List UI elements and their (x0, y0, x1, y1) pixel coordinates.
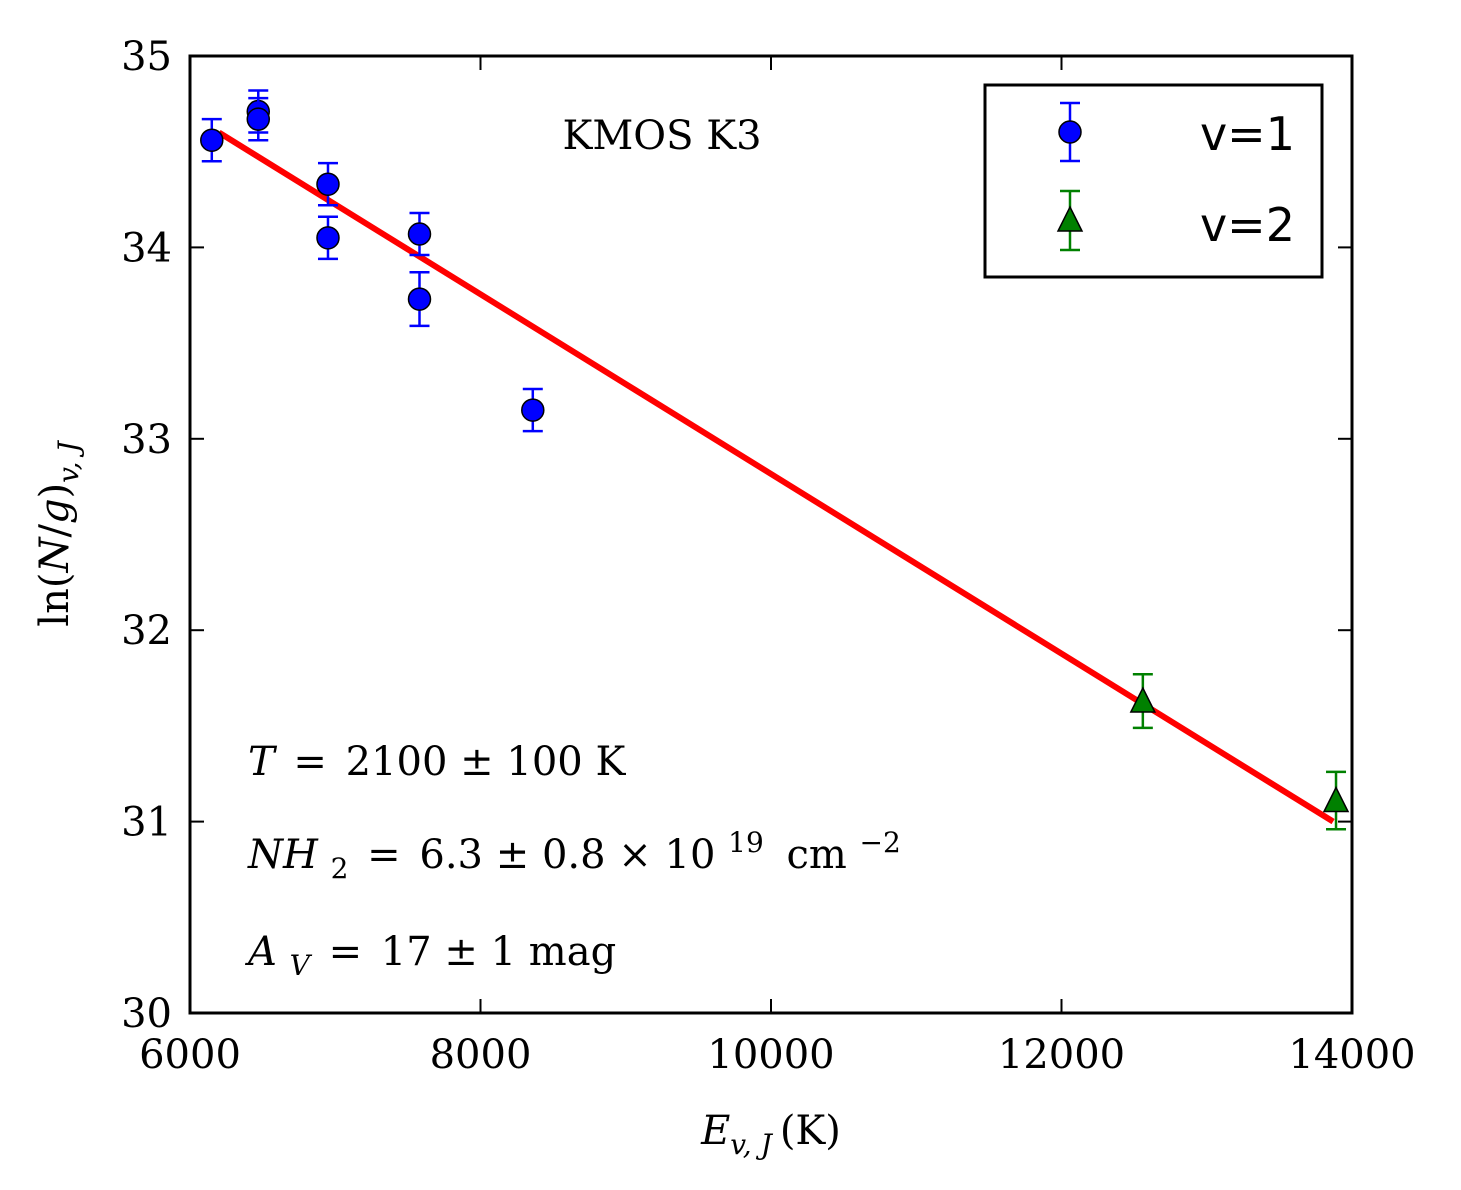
marker-circle (521, 398, 545, 422)
marker-circle (246, 107, 271, 131)
legend-frame (983, 83, 1324, 279)
legend-v2-marker (1056, 205, 1084, 232)
marker-circle (316, 226, 340, 250)
data-point-v1-4 (316, 215, 340, 261)
y-tick-label-2: 32 (121, 608, 172, 654)
data-point-v1-0 (200, 117, 224, 163)
annotation-column-density-unit: cm (786, 832, 846, 878)
legend-v1-marker (1058, 120, 1082, 144)
annotation-extinction-lhs: A (244, 929, 277, 975)
y-tick-label-1: 31 (121, 800, 172, 846)
annotation-temperature: T = 2100 ± 100 K (248, 739, 626, 785)
data-point-v2-0 (1129, 672, 1157, 730)
annotation-column-density-exponent: 19 (728, 826, 764, 859)
x-axis-label: Ev, J (K) (700, 1108, 841, 1161)
series-v1 (200, 89, 545, 433)
marker-triangle (1322, 785, 1350, 813)
annotation-column-density-lhs: NH (247, 832, 319, 878)
annotation-extinction-rhs: 17 ± 1 mag (381, 929, 616, 975)
legend-entry-v1: v=1 (1058, 101, 1295, 163)
annotation-column-density-rhs: 6.3 ± 0.8 × 10 (419, 832, 715, 878)
data-point-v1-2 (246, 96, 271, 142)
data-point-v2-1 (1322, 770, 1350, 831)
annotation-column-density: NH 2 = 6.3 ± 0.8 × 10 19 cm −2 (247, 816, 901, 888)
annotation-temperature-rhs: 2100 ± 100 K (346, 739, 627, 785)
x-tick-label-0: 6000 (139, 1032, 241, 1078)
data-point-v1-5 (407, 211, 432, 257)
y-axis-label: ln(N/g)v, J (32, 440, 85, 627)
axis-tick-labels: 6000 8000 10000 12000 14000 30 31 32 33 34 35 (121, 34, 1416, 1078)
x-tick-label-1: 8000 (430, 1032, 532, 1078)
y-tick-label-4: 34 (121, 225, 172, 271)
marker-circle (407, 222, 432, 246)
y-tick-label-3: 33 (121, 417, 172, 463)
legend: v=1 v=2 (983, 83, 1324, 279)
marker-triangle (1129, 686, 1157, 713)
annotation-column-density-unit-exponent: −2 (860, 826, 901, 859)
annotation-column-density-subscript: 2 (331, 852, 349, 885)
x-tick-label-2: 10000 (707, 1032, 834, 1078)
data-point-v1-6 (407, 271, 432, 328)
marker-circle (316, 172, 340, 196)
marker-circle (407, 287, 432, 311)
legend-v1-label: v=1 (1200, 107, 1295, 161)
legend-v2-label: v=2 (1200, 198, 1295, 252)
annotation-extinction: A V = 17 ± 1 mag (244, 929, 616, 985)
series-v2 (1129, 672, 1350, 831)
x-tick-label-4: 14000 (1288, 1032, 1415, 1078)
y-tick-label-0: 30 (121, 991, 172, 1037)
chart-title: KMOS K3 (562, 113, 761, 159)
legend-entry-v2: v=2 (1056, 189, 1295, 252)
y-tick-label-5: 35 (121, 34, 172, 80)
x-tick-label-3: 12000 (998, 1032, 1125, 1078)
data-point-v1-7 (521, 387, 545, 433)
annotation-extinction-subscript: V (290, 949, 313, 982)
data-point-v1-3 (316, 161, 340, 207)
series-layer (200, 89, 1350, 831)
axis-ticks (189, 55, 1353, 1014)
annotation-temperature-lhs: T (248, 739, 278, 785)
marker-circle (200, 128, 224, 152)
